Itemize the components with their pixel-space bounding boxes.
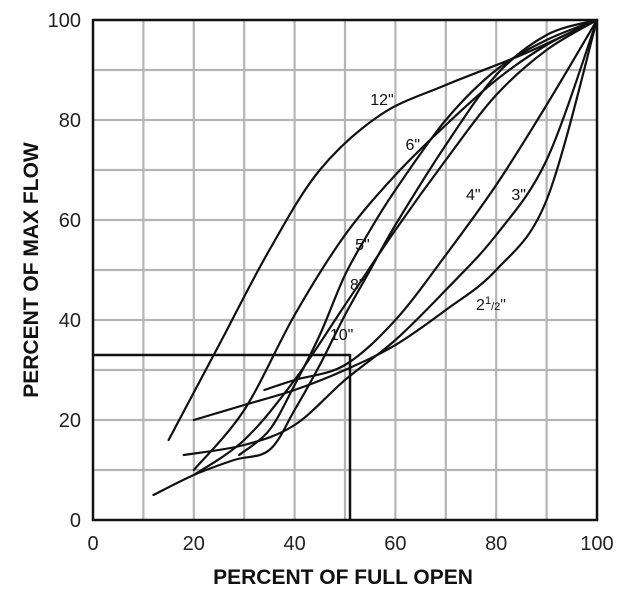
series-line-3in: [182, 18, 599, 457]
x-tick-label: 20: [183, 533, 205, 555]
plot-border: [91, 18, 599, 522]
series-label-12in: 12": [370, 92, 393, 109]
y-axis-title: PERCENT OF MAX FLOW: [20, 142, 43, 398]
grid: [93, 20, 597, 520]
series-line-6in: [192, 18, 599, 472]
series-label-2-halfin: 21/2": [476, 295, 506, 314]
series-line-2-halfin: [192, 18, 599, 422]
series-label-4in: 4": [466, 187, 481, 204]
series-label-3in: 3": [511, 187, 526, 204]
series-line-5in: [192, 18, 599, 477]
series-label-5in: 5": [355, 237, 370, 254]
reference-lines: [93, 353, 352, 520]
series-label-10in: 10": [330, 327, 353, 344]
x-tick-label: 60: [384, 533, 406, 555]
y-tick-label: 0: [70, 510, 81, 532]
y-tick-label: 60: [59, 210, 81, 232]
series-line-10in: [152, 18, 599, 497]
series-label-6in: 6": [405, 137, 420, 154]
series-labels: 12" 6" 5" 8" 10" 4" 3" 21/2": [330, 92, 526, 344]
reference-line: [93, 353, 352, 520]
series-label-8in: 8": [350, 277, 365, 294]
x-tick-label: 100: [580, 533, 613, 555]
x-axis-title: PERCENT OF FULL OPEN: [213, 566, 473, 589]
x-tick-labels: 0 20 40 60 80 100: [87, 533, 613, 555]
x-tick-label: 80: [485, 533, 507, 555]
y-tick-labels: 0 20 40 60 80 100: [48, 10, 81, 532]
series-line-4in: [263, 18, 599, 392]
y-tick-label: 80: [59, 110, 81, 132]
y-tick-label: 40: [59, 310, 81, 332]
series-lines: [152, 18, 599, 497]
x-tick-label: 40: [283, 533, 305, 555]
plot-frame: [91, 18, 599, 522]
y-tick-label: 20: [59, 410, 81, 432]
x-tick-label: 0: [87, 533, 98, 555]
y-tick-label: 100: [48, 10, 81, 32]
series-line-8in: [238, 18, 599, 457]
